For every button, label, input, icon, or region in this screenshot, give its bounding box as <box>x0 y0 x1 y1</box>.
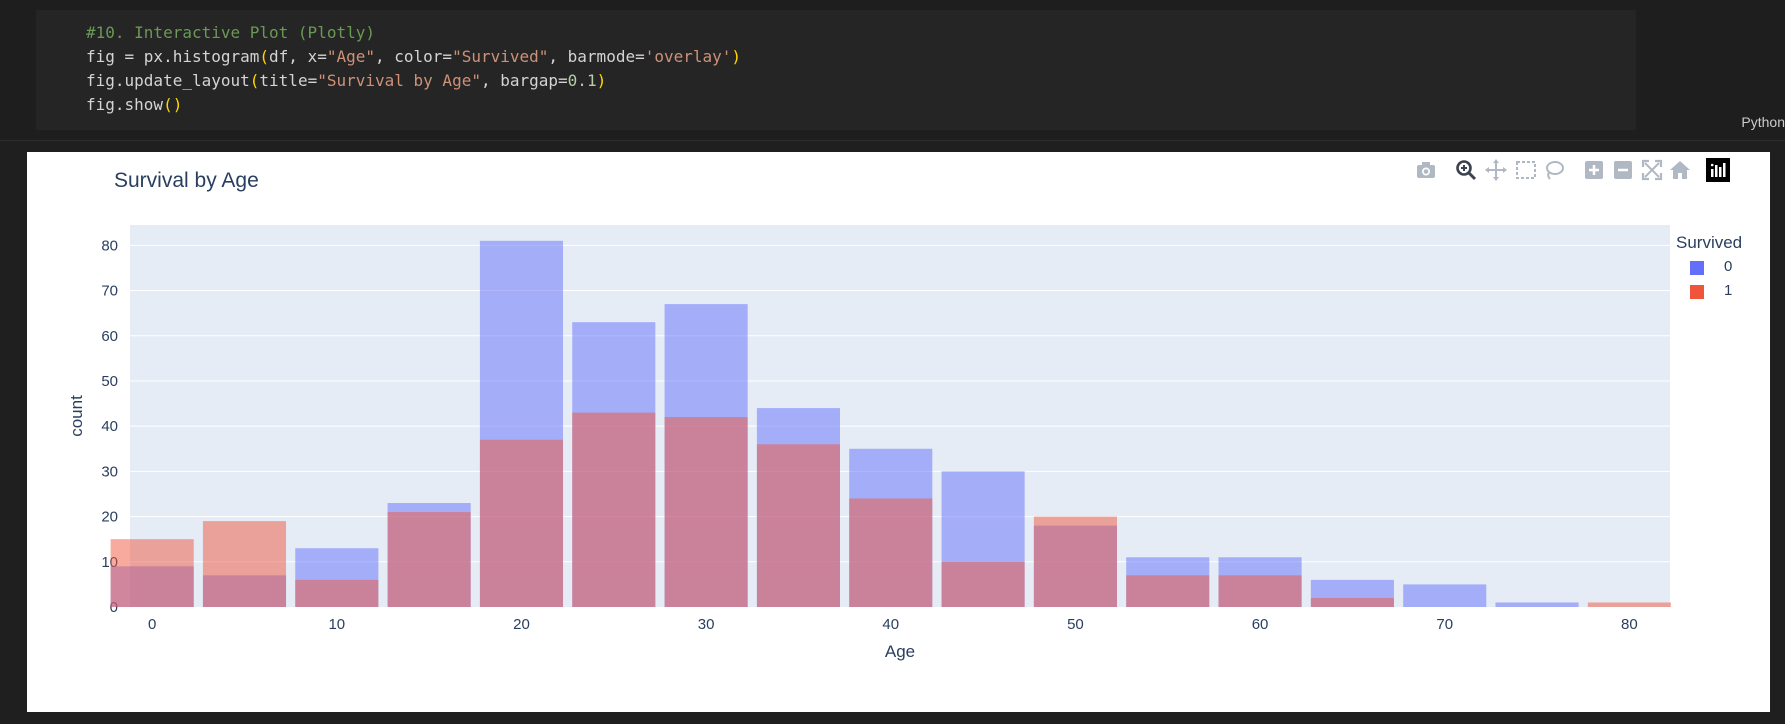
bar-series-1[interactable] <box>941 561 1025 607</box>
code-comment: #10. Interactive Plot (Plotly) <box>86 23 375 42</box>
bar-series-1[interactable] <box>1587 602 1671 607</box>
bar-series-1[interactable] <box>1126 575 1210 607</box>
bar-series-0[interactable] <box>1403 584 1487 607</box>
zoom-in-icon[interactable] <box>1582 158 1606 182</box>
bar-series-1[interactable] <box>849 498 933 607</box>
code-lines: #10. Interactive Plot (Plotly) fig = px.… <box>86 21 741 117</box>
bar-series-1[interactable] <box>1033 516 1117 607</box>
legend-label: 0 <box>1724 258 1733 275</box>
x-axis-label: Age <box>885 642 915 661</box>
x-tick-label: 50 <box>1067 616 1084 633</box>
cell-language-label[interactable]: Python <box>1741 114 1785 130</box>
code-line: fig.show() <box>86 95 183 114</box>
legend-label: 1 <box>1724 282 1733 299</box>
bar-series-1[interactable] <box>387 512 471 607</box>
bar-series-1[interactable] <box>756 444 840 607</box>
y-tick-label: 50 <box>101 373 118 390</box>
bar-series-1[interactable] <box>664 417 748 607</box>
code-cell[interactable]: #10. Interactive Plot (Plotly) fig = px.… <box>0 0 1785 141</box>
x-tick-label: 60 <box>1252 616 1269 633</box>
x-tick-label: 0 <box>148 616 156 633</box>
bar-series-1[interactable] <box>1310 597 1394 607</box>
x-tick-label: 70 <box>1436 616 1453 633</box>
x-tick-label: 10 <box>328 616 345 633</box>
y-tick-label: 60 <box>101 328 118 345</box>
legend-title: Survived <box>1676 233 1743 252</box>
bar-series-0[interactable] <box>1495 602 1579 607</box>
code-line: #10. Interactive Plot (Plotly) <box>86 21 741 45</box>
reset-axes-icon[interactable] <box>1668 158 1692 182</box>
y-tick-label: 30 <box>101 463 118 480</box>
y-tick-label: 80 <box>101 237 118 254</box>
autoscale-icon[interactable] <box>1640 158 1664 182</box>
x-tick-label: 30 <box>698 616 715 633</box>
chart-title: Survival by Age <box>114 169 259 192</box>
plotly-logo-icon[interactable] <box>1706 158 1730 182</box>
legend-swatch <box>1690 285 1704 299</box>
y-tick-label: 0 <box>110 599 118 616</box>
box-select-icon[interactable] <box>1514 158 1538 182</box>
cell-output-panel: Survival by Age 0 10 20 30 40 50 60 70 80 0 10 20 30… <box>27 152 1770 712</box>
bar-series-1[interactable] <box>110 539 194 607</box>
legend-swatch <box>1690 261 1704 275</box>
camera-icon[interactable] <box>1414 158 1438 182</box>
x-tick-label: 20 <box>513 616 530 633</box>
zoom-icon[interactable] <box>1454 158 1478 182</box>
bar-series-1[interactable] <box>202 521 287 607</box>
bar-series-1[interactable] <box>1218 575 1302 607</box>
bar-series-1[interactable] <box>479 439 564 607</box>
x-tick-label: 80 <box>1621 616 1638 633</box>
y-tick-label: 70 <box>101 283 118 300</box>
y-axis-label: count <box>67 395 86 437</box>
y-tick-label: 20 <box>101 509 118 526</box>
legend-item-0[interactable]: 0 <box>1690 258 1750 278</box>
zoom-out-icon[interactable] <box>1611 158 1635 182</box>
legend-item-1[interactable]: 1 <box>1690 282 1750 302</box>
lasso-icon[interactable] <box>1542 158 1566 182</box>
code-line: fig = px.histogram(df, x="Age", color="S… <box>86 47 742 66</box>
x-tick-label: 40 <box>882 616 899 633</box>
bar-series-1[interactable] <box>295 579 379 607</box>
pan-icon[interactable] <box>1484 158 1508 182</box>
y-tick-label: 40 <box>101 418 118 435</box>
code-editor[interactable]: #10. Interactive Plot (Plotly) fig = px.… <box>36 10 1636 130</box>
bar-series-1[interactable] <box>572 412 656 607</box>
code-line: fig.update_layout(title="Survival by Age… <box>86 71 607 90</box>
modebar <box>1414 158 1754 186</box>
